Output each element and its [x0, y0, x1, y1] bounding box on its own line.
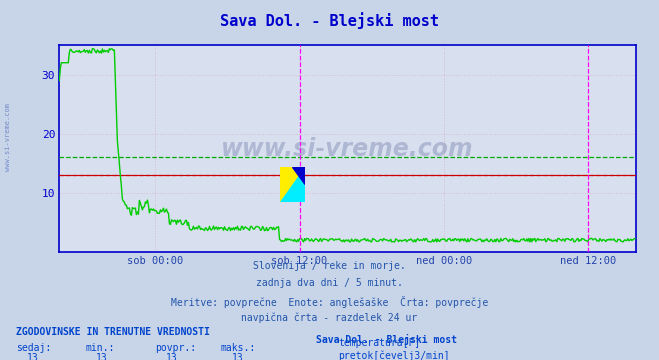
- Text: www.si-vreme.com: www.si-vreme.com: [5, 103, 11, 171]
- Polygon shape: [280, 167, 305, 202]
- Text: ZGODOVINSKE IN TRENUTNE VREDNOSTI: ZGODOVINSKE IN TRENUTNE VREDNOSTI: [16, 327, 210, 337]
- Text: pretok[čevelj3/min]: pretok[čevelj3/min]: [338, 350, 449, 360]
- Text: 13: 13: [27, 353, 39, 360]
- Text: Slovenija / reke in morje.: Slovenija / reke in morje.: [253, 261, 406, 271]
- Text: www.si-vreme.com: www.si-vreme.com: [221, 136, 474, 161]
- Text: min.:: min.:: [86, 343, 115, 353]
- Polygon shape: [280, 167, 305, 202]
- Text: povpr.:: povpr.:: [155, 343, 196, 353]
- Text: 13: 13: [165, 353, 177, 360]
- Text: 13: 13: [96, 353, 108, 360]
- Text: maks.:: maks.:: [221, 343, 256, 353]
- Text: Sava Dol. - Blejski most: Sava Dol. - Blejski most: [220, 13, 439, 30]
- Text: 13: 13: [231, 353, 243, 360]
- Text: temperatura[F]: temperatura[F]: [338, 338, 420, 348]
- Text: sedaj:: sedaj:: [16, 343, 51, 353]
- Text: navpična črta - razdelek 24 ur: navpična črta - razdelek 24 ur: [241, 313, 418, 323]
- Text: Meritve: povprečne  Enote: anglešaške  Črta: povprečje: Meritve: povprečne Enote: anglešaške Črt…: [171, 296, 488, 307]
- Text: zadnja dva dni / 5 minut.: zadnja dva dni / 5 minut.: [256, 278, 403, 288]
- Polygon shape: [293, 167, 305, 184]
- Text: Sava Dol. - Blejski most: Sava Dol. - Blejski most: [316, 334, 457, 345]
